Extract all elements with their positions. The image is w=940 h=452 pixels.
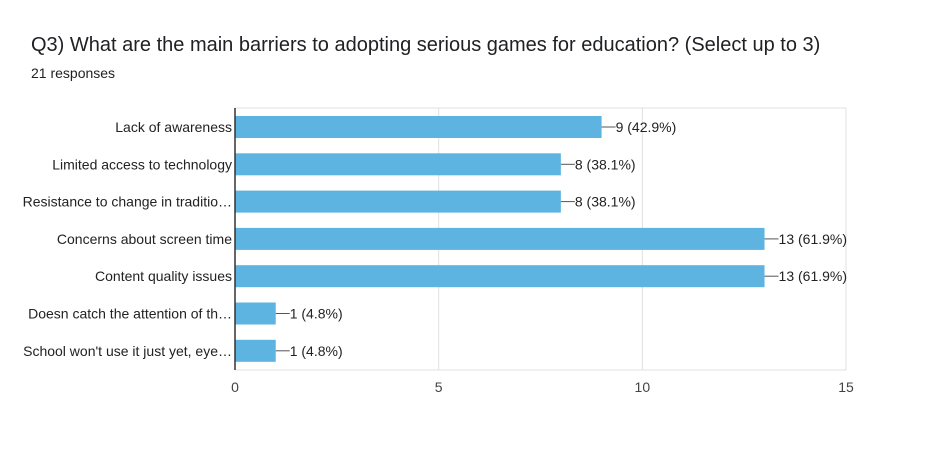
category-label: Limited access to technology <box>52 156 232 172</box>
chart-header: Q3) What are the main barriers to adopti… <box>31 33 820 82</box>
chart-title: Q3) What are the main barriers to adopti… <box>31 34 821 56</box>
data-label: 8 (38.1%) <box>575 194 636 210</box>
bar <box>235 265 765 288</box>
category-label: Doesn catch the attention of th… <box>28 306 232 322</box>
bar <box>235 227 765 250</box>
category-label: School won't use it just yet, eye… <box>23 343 232 359</box>
x-tick-label: 10 <box>635 379 651 395</box>
data-label: 1 (4.8%) <box>290 306 343 322</box>
x-tick-label: 0 <box>231 379 239 395</box>
x-tick-label: 5 <box>435 379 443 395</box>
bar <box>235 339 276 362</box>
x-tick-label: 15 <box>838 379 854 395</box>
data-label: 1 (4.8%) <box>290 343 343 359</box>
data-label: 13 (61.9%) <box>779 231 847 247</box>
category-label: Concerns about screen time <box>57 231 232 247</box>
bar <box>235 302 276 325</box>
bar <box>235 153 561 176</box>
bar <box>235 190 561 213</box>
data-label: 9 (42.9%) <box>616 119 677 135</box>
category-label: Resistance to change in traditio… <box>23 194 232 210</box>
category-label: Lack of awareness <box>115 119 232 135</box>
data-label: 8 (38.1%) <box>575 156 636 172</box>
data-label: 13 (61.9%) <box>779 268 847 284</box>
response-count: 21 responses <box>31 65 116 81</box>
bar <box>235 116 602 138</box>
category-label: Content quality issues <box>95 268 232 284</box>
